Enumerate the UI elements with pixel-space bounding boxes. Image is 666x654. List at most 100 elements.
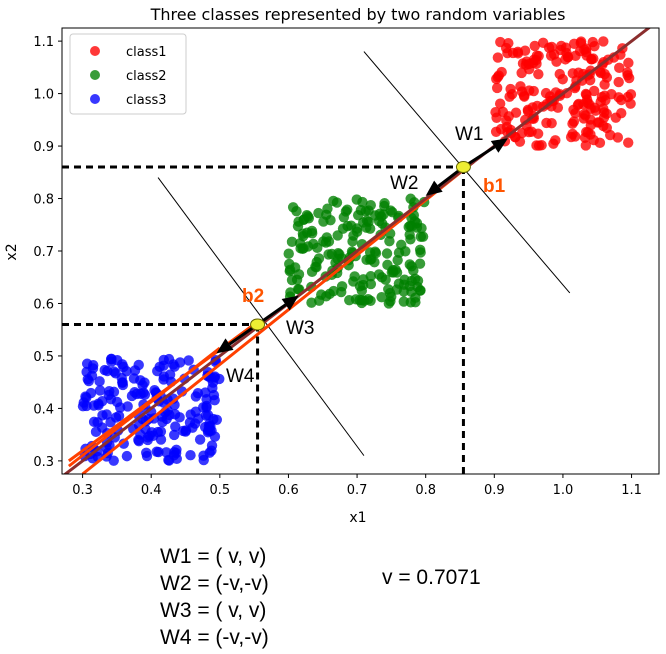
perpendicular-line	[157, 177, 365, 456]
scatter-point	[541, 117, 552, 129]
legend-label-class1: class1	[126, 45, 167, 60]
scatter-point	[385, 205, 396, 216]
y-tick-label: 0.3	[33, 455, 54, 470]
scatter-point	[103, 389, 114, 401]
scatter-point	[126, 390, 138, 402]
x-tick-label: 1.0	[553, 483, 574, 498]
threshold-point-b2	[250, 318, 266, 331]
scatter-point	[291, 205, 302, 217]
scatter-point	[623, 72, 635, 84]
scatter-point	[570, 108, 581, 119]
scatter-point	[348, 276, 359, 287]
scatter-point	[545, 50, 557, 61]
scatter-point	[579, 132, 591, 143]
scatter-point	[575, 37, 586, 49]
scatter-point	[376, 291, 387, 303]
scatter-point	[209, 394, 220, 406]
scatter-point	[313, 207, 324, 219]
scatter-point	[163, 353, 175, 365]
point-label-b1: b1	[483, 176, 506, 197]
scatter-point	[190, 391, 202, 402]
x-tick-label: 0.7	[347, 483, 368, 498]
scatter-point	[554, 68, 565, 80]
scatter-point	[383, 298, 395, 309]
x-tick-label: 0.3	[72, 483, 93, 498]
scatter-point	[400, 246, 411, 257]
scatter-chart: Three classes represented by two random …	[4, 5, 660, 526]
scatter-point	[194, 434, 206, 445]
scatter-point	[117, 379, 129, 391]
y-tick-label: 0.6	[33, 297, 54, 312]
scatter-point	[589, 41, 600, 52]
scatter-point	[174, 357, 186, 368]
scatter-point	[313, 295, 325, 306]
scatter-point	[364, 247, 376, 258]
scatter-point	[185, 409, 196, 420]
scatter-point	[383, 284, 394, 295]
legend-marker-class1	[90, 46, 100, 56]
scatter-point	[148, 430, 159, 441]
scatter-point	[365, 199, 376, 211]
scatter-point	[101, 409, 112, 420]
scatter-point	[336, 281, 348, 292]
arrow-w3-head	[281, 295, 299, 311]
scatter-point	[88, 359, 99, 371]
scatter-point	[323, 236, 335, 247]
scatter-point	[306, 266, 318, 278]
y-tick-label: 0.5	[33, 350, 54, 365]
scatter-point	[506, 89, 518, 100]
scatter-point	[306, 225, 318, 237]
scatter-point	[155, 426, 167, 437]
scatter-point	[286, 274, 298, 286]
scatter-point	[157, 416, 168, 428]
equation-w1: W1 = ( v, v)	[160, 545, 267, 568]
scatter-point	[198, 454, 209, 466]
scatter-point	[170, 421, 181, 432]
y-tick-label: 1.0	[33, 88, 54, 103]
scatter-point	[405, 297, 416, 308]
scatter-point	[532, 128, 544, 139]
scatter-point	[403, 221, 414, 233]
scatter-point	[200, 410, 212, 421]
scatter-point	[361, 222, 372, 233]
scatter-point	[351, 226, 363, 238]
x-tick-label: 0.4	[141, 483, 162, 498]
scatter-point	[283, 248, 294, 259]
scatter-point	[560, 42, 572, 53]
scatter-point	[550, 135, 561, 146]
scatter-point	[328, 195, 339, 207]
y-tick-label: 1.1	[33, 35, 54, 50]
scatter-point	[584, 75, 596, 86]
scatter-point	[138, 387, 149, 398]
scatter-point	[321, 209, 332, 220]
arrow-label-w3: W3	[286, 318, 315, 339]
arrow-w1-head	[490, 138, 509, 153]
scatter-point	[377, 218, 388, 229]
y-axis-label: x2	[4, 243, 20, 260]
scatter-point	[356, 285, 368, 296]
scatter-point	[129, 365, 141, 376]
scatter-point	[516, 67, 527, 79]
series-class1	[490, 36, 637, 151]
legend-marker-class2	[90, 70, 100, 80]
scatter-point	[294, 238, 306, 249]
scatter-point	[404, 229, 415, 240]
scatter-point	[601, 72, 613, 83]
scatter-point	[528, 85, 539, 97]
scatter-point	[623, 57, 634, 69]
scatter-point	[492, 52, 504, 63]
scatter-point	[417, 231, 429, 242]
scatter-point	[588, 53, 599, 64]
scatter-point	[612, 132, 624, 143]
point-label-b2: b2	[242, 286, 264, 307]
scatter-point	[405, 193, 416, 204]
scatter-point	[501, 121, 513, 133]
scatter-point	[625, 89, 637, 100]
scatter-point	[155, 434, 167, 445]
scatter-point	[88, 416, 100, 428]
scatter-point	[365, 278, 377, 290]
y-tick-label: 0.7	[33, 245, 54, 260]
scatter-point	[573, 98, 584, 110]
y-tick-label: 0.8	[33, 193, 54, 208]
scatter-point	[392, 254, 403, 266]
